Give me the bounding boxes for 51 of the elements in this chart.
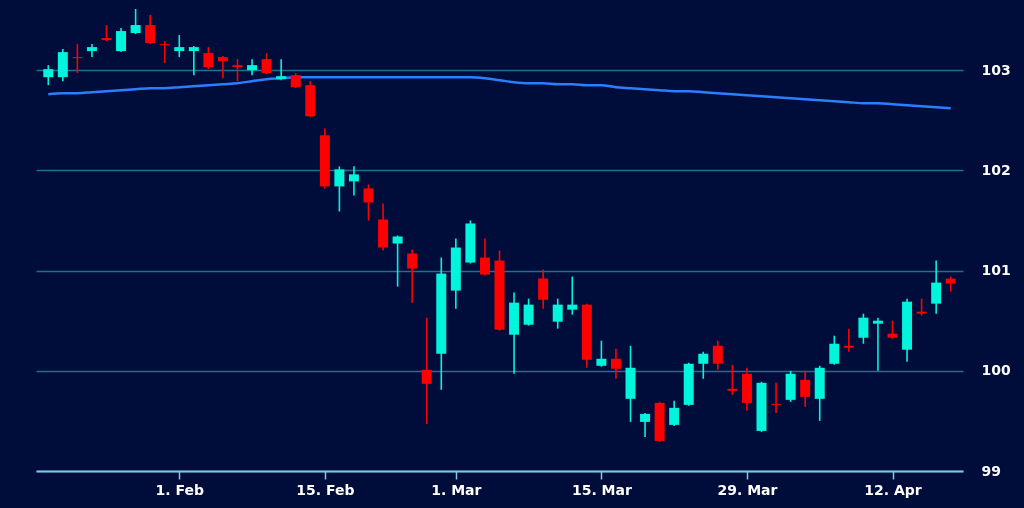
candlestick: [348, 165, 359, 197]
y-tick-label: 101: [981, 262, 1011, 279]
candlestick: [276, 58, 287, 81]
candlestick: [727, 363, 738, 396]
candlestick: [567, 275, 578, 316]
candlestick: [538, 268, 549, 310]
candlestick: [363, 183, 374, 222]
candlestick: [931, 259, 942, 315]
x-tick-label: 15. Mar: [571, 481, 632, 498]
candlestick: [188, 45, 199, 76]
candlestick: [159, 40, 170, 64]
candlestick: [800, 369, 811, 408]
x-tick-label: 15. Feb: [296, 481, 355, 498]
y-tick-label: 100: [981, 362, 1011, 379]
candlestick: [640, 412, 651, 438]
candlestick: [334, 165, 345, 213]
candlestick: [421, 316, 432, 425]
candlestick: [771, 382, 782, 414]
candlestick: [596, 339, 607, 368]
candlestick: [116, 27, 127, 53]
candlestick: [858, 312, 869, 345]
candlestick: [523, 297, 534, 327]
y-tick-label: 103: [981, 61, 1011, 78]
candlestick: [261, 52, 272, 75]
candlestick: [203, 46, 214, 70]
candlestick: [43, 64, 54, 86]
candlestick: [552, 297, 563, 330]
candlestick: [887, 319, 898, 340]
candlestick: [174, 34, 185, 58]
candlestick: [130, 8, 141, 35]
line-series: [47, 75, 952, 110]
candlestick: [843, 327, 854, 353]
candlestick: [698, 350, 709, 380]
y-tick-label: 99: [981, 462, 1001, 479]
x-tick-label: 29. Mar: [717, 481, 778, 498]
candlestick: [72, 43, 83, 74]
candlestick: [479, 237, 490, 277]
candlestick: [669, 400, 680, 427]
candlestick: [392, 234, 403, 288]
candlestick: [712, 339, 723, 371]
y-tick-label: 102: [981, 161, 1011, 178]
candlestick: [829, 334, 840, 366]
candlestick: [872, 316, 883, 372]
candlestick: [610, 347, 621, 380]
x-tick-label: 12. Apr: [864, 481, 922, 498]
candlestick: [407, 248, 418, 304]
x-tick-label: 1. Mar: [431, 481, 482, 498]
candlestick: [145, 14, 156, 45]
candlestick: [217, 55, 228, 79]
candlestick: [232, 58, 243, 82]
x-tick-label: 1. Feb: [155, 481, 204, 498]
